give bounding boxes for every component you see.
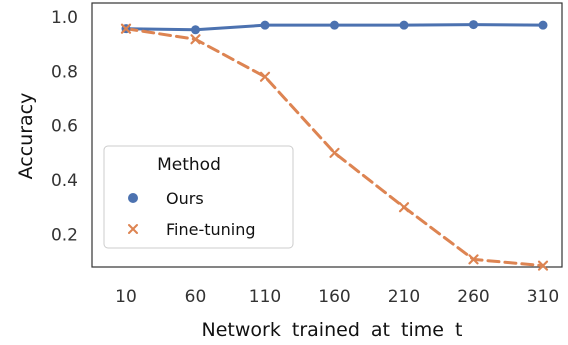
data-point-fine-tuning — [329, 147, 340, 158]
data-point-ours — [399, 20, 409, 30]
x-axis-label: Network trained at time t — [202, 319, 463, 341]
data-point-ours — [330, 20, 339, 30]
data-point-ours — [191, 25, 200, 35]
y-tick-label: 0.2 — [51, 225, 78, 245]
x-tick-label: 160 — [318, 287, 350, 307]
data-point-fine-tuning — [259, 71, 271, 82]
x-tick-label: 10 — [115, 287, 137, 307]
x-tick-label: 310 — [527, 287, 559, 307]
legend-label-ours: Ours — [166, 189, 204, 208]
data-point-fine-tuning — [120, 23, 132, 34]
legend-marker-fine-tuning — [128, 224, 138, 234]
data-point-ours — [538, 20, 548, 30]
y-tick-labels: 0.2 0.4 0.6 0.8 1.0 — [51, 8, 78, 245]
x-tick-label: 260 — [457, 287, 489, 307]
data-point-ours — [260, 20, 270, 30]
data-point-fine-tuning — [398, 202, 410, 213]
data-point-fine-tuning — [468, 254, 479, 265]
plot-frame — [91, 2, 563, 268]
legend-label-fine-tuning: Fine-tuning — [166, 220, 256, 239]
data-point-ours — [469, 20, 478, 30]
y-tick-label: 0.6 — [51, 117, 78, 137]
legend-title: Method — [157, 155, 221, 175]
series-markers — [120, 20, 549, 271]
x-tick-label: 210 — [388, 287, 420, 307]
legend-box — [103, 145, 294, 249]
data-point-fine-tuning — [537, 260, 549, 271]
legend: Method Ours Fine-tuning — [103, 145, 294, 249]
data-point-fine-tuning — [190, 34, 201, 45]
x-tick-labels: 10 60 110 160 210 260 310 — [115, 287, 559, 307]
legend-marker-ours — [128, 193, 138, 203]
y-axis-label: Accuracy — [15, 93, 37, 180]
y-tick-label: 0.4 — [51, 171, 78, 191]
y-tick-label: 0.8 — [51, 62, 78, 82]
x-tick-label: 110 — [249, 287, 281, 307]
x-tick-label: 60 — [185, 287, 207, 307]
y-tick-label: 1.0 — [51, 8, 78, 28]
